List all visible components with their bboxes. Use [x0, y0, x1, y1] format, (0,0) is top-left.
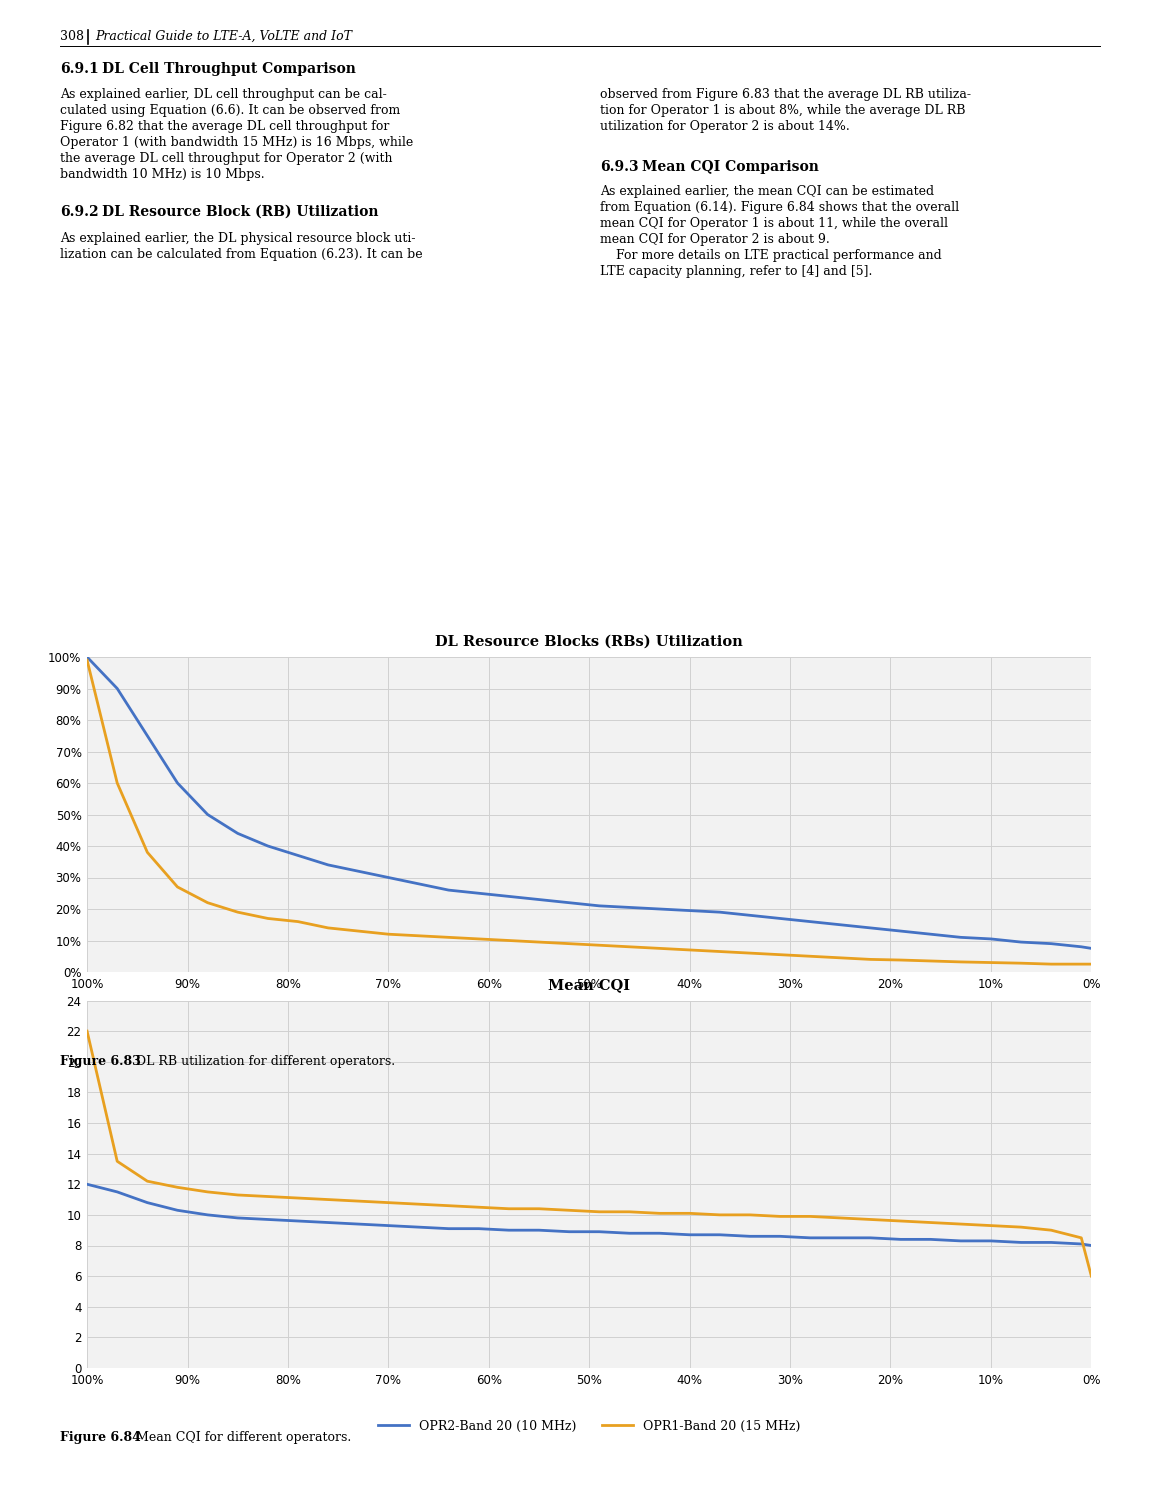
Text: DL RB utilization for different operators.: DL RB utilization for different operator… [128, 1054, 395, 1068]
Text: Figure 6.84: Figure 6.84 [60, 1431, 140, 1444]
Text: observed from Figure 6.83 that the average DL RB utiliza-: observed from Figure 6.83 that the avera… [600, 88, 971, 101]
Text: 6.9.1: 6.9.1 [60, 62, 99, 76]
Title: Mean CQI: Mean CQI [548, 978, 630, 993]
Text: 6.9.2: 6.9.2 [60, 206, 99, 219]
Text: As explained earlier, DL cell throughput can be cal-: As explained earlier, DL cell throughput… [60, 88, 387, 101]
Text: tion for Operator 1 is about 8%, while the average DL RB: tion for Operator 1 is about 8%, while t… [600, 104, 966, 117]
Text: the average DL cell throughput for Operator 2 (with: the average DL cell throughput for Opera… [60, 152, 392, 165]
Text: Practical Guide to LTE-A, VoLTE and IoT: Practical Guide to LTE-A, VoLTE and IoT [95, 30, 352, 44]
Text: 308: 308 [60, 30, 84, 44]
Text: Mean CQI for different operators.: Mean CQI for different operators. [128, 1431, 352, 1444]
Text: Figure 6.83: Figure 6.83 [60, 1054, 140, 1068]
Text: DL Resource Block (RB) Utilization: DL Resource Block (RB) Utilization [102, 206, 378, 219]
Title: DL Resource Blocks (RBs) Utilization: DL Resource Blocks (RBs) Utilization [435, 634, 743, 650]
Text: Figure 6.82 that the average DL cell throughput for: Figure 6.82 that the average DL cell thr… [60, 120, 389, 134]
Text: bandwidth 10 MHz) is 10 Mbps.: bandwidth 10 MHz) is 10 Mbps. [60, 168, 265, 182]
Legend: OPR2-Band 20 (10 MHz), OPR1-Band 20 (15 MHz): OPR2-Band 20 (10 MHz), OPR1-Band 20 (15 … [373, 1019, 806, 1042]
Text: As explained earlier, the DL physical resource block uti-: As explained earlier, the DL physical re… [60, 232, 416, 244]
Text: Mean CQI Comparison: Mean CQI Comparison [642, 160, 819, 174]
Text: mean CQI for Operator 1 is about 11, while the overall: mean CQI for Operator 1 is about 11, whi… [600, 217, 949, 229]
Text: from Equation (6.14). Figure 6.84 shows that the overall: from Equation (6.14). Figure 6.84 shows … [600, 201, 959, 214]
Legend: OPR2-Band 20 (10 MHz), OPR1-Band 20 (15 MHz): OPR2-Band 20 (10 MHz), OPR1-Band 20 (15 … [373, 1414, 806, 1437]
Text: LTE capacity planning, refer to [4] and [5].: LTE capacity planning, refer to [4] and … [600, 266, 872, 278]
Text: As explained earlier, the mean CQI can be estimated: As explained earlier, the mean CQI can b… [600, 184, 935, 198]
Text: 6.9.3: 6.9.3 [600, 160, 639, 174]
Text: DL Cell Throughput Comparison: DL Cell Throughput Comparison [102, 62, 356, 76]
Text: lization can be calculated from Equation (6.23). It can be: lization can be calculated from Equation… [60, 248, 423, 261]
Text: utilization for Operator 2 is about 14%.: utilization for Operator 2 is about 14%. [600, 120, 850, 134]
Text: mean CQI for Operator 2 is about 9.: mean CQI for Operator 2 is about 9. [600, 232, 830, 246]
Text: culated using Equation (6.6). It can be observed from: culated using Equation (6.6). It can be … [60, 104, 401, 117]
Text: Operator 1 (with bandwidth 15 MHz) is 16 Mbps, while: Operator 1 (with bandwidth 15 MHz) is 16… [60, 136, 413, 148]
Text: For more details on LTE practical performance and: For more details on LTE practical perfor… [600, 249, 942, 262]
